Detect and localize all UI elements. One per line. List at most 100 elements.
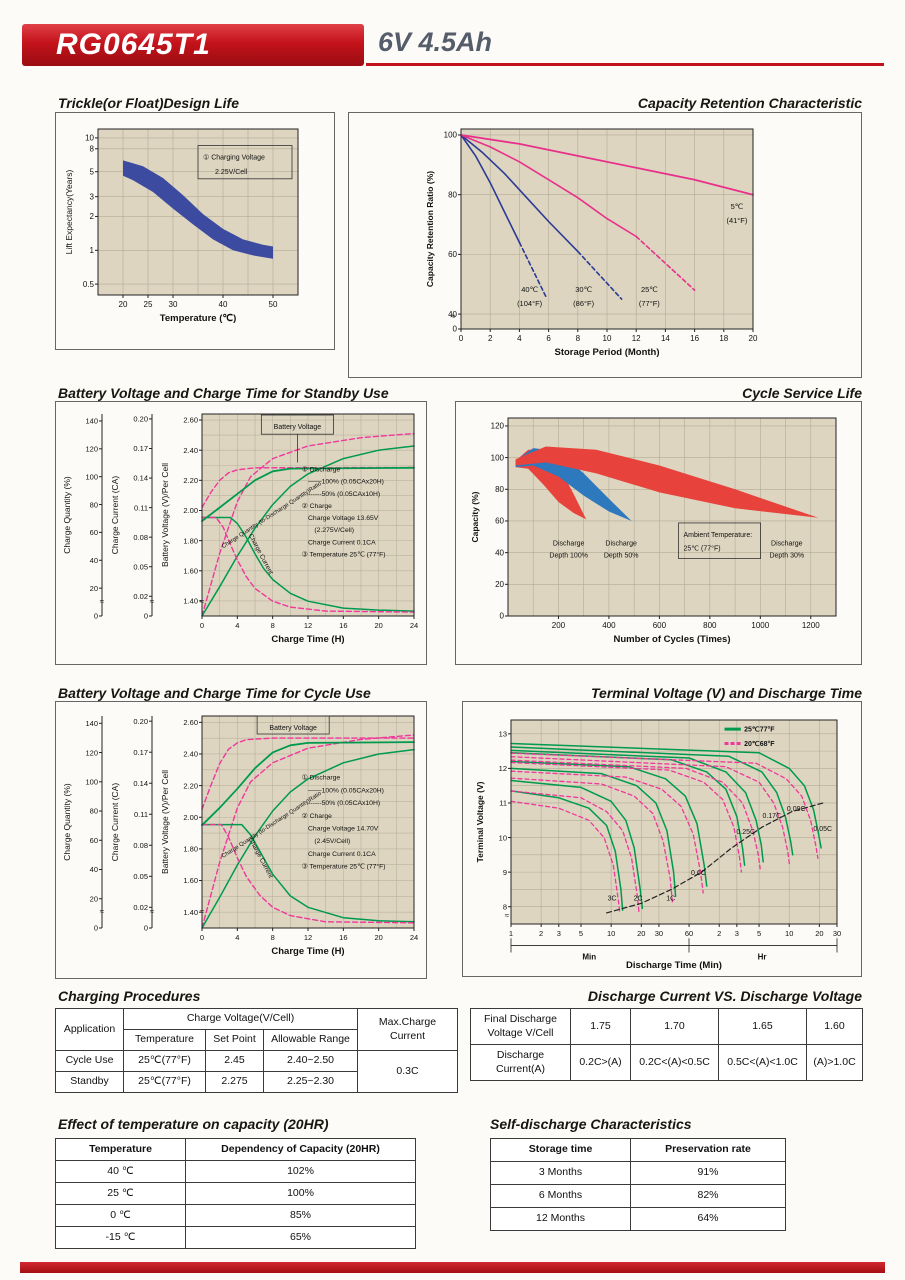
svg-text:0.5: 0.5 — [83, 280, 95, 289]
svg-text:5: 5 — [90, 167, 95, 176]
table-cell: 25℃(77°F) — [123, 1050, 206, 1072]
svg-text:40: 40 — [448, 310, 457, 319]
svg-text:0: 0 — [500, 612, 505, 621]
svg-text:≈: ≈ — [100, 597, 105, 606]
svg-text:0: 0 — [459, 334, 464, 343]
svg-text:Number of Cycles (Times): Number of Cycles (Times) — [613, 634, 730, 645]
svg-text:≈: ≈ — [451, 311, 456, 321]
table-cell: 2.275 — [205, 1071, 264, 1093]
svg-text:80: 80 — [495, 485, 504, 494]
design-life-panel: 20 25 30 40 50 10 8 5 3 2 1 0.5 Lift Expectancy(Year… — [55, 112, 335, 350]
footer-bar — [20, 1262, 885, 1273]
table-cell: 2.40~2.50 — [262, 1050, 359, 1072]
svg-text:120: 120 — [491, 422, 505, 431]
svg-text:60: 60 — [685, 929, 693, 938]
table-cell: 100% — [185, 1182, 416, 1205]
svg-text:2: 2 — [90, 212, 95, 221]
svg-text:(86°F): (86°F) — [573, 299, 594, 308]
svg-text:0.17: 0.17 — [133, 444, 148, 453]
svg-text:2.40: 2.40 — [183, 446, 198, 455]
table-cell: 64% — [630, 1207, 786, 1231]
table-cell: 65% — [185, 1226, 416, 1249]
table-cell: Allowable Range — [262, 1029, 359, 1051]
title-terminal: Terminal Voltage (V) and Discharge Time — [591, 685, 862, 701]
svg-text:Charge Current 0.1CA: Charge Current 0.1CA — [308, 851, 376, 858]
svg-text:Temperature (℃): Temperature (℃) — [160, 313, 236, 324]
svg-text:12: 12 — [499, 764, 507, 773]
svg-text:10: 10 — [785, 929, 793, 938]
svg-text:0: 0 — [200, 621, 204, 630]
table-cell: Max.Charge Current — [357, 1008, 459, 1051]
svg-text:Discharge Time (Min): Discharge Time (Min) — [626, 960, 722, 971]
svg-text:8: 8 — [271, 933, 275, 942]
title-standby: Battery Voltage and Charge Time for Stan… — [58, 385, 389, 401]
table-cell: 0 ℃ — [55, 1204, 186, 1227]
svg-text:4: 4 — [235, 933, 239, 942]
svg-text:0.11: 0.11 — [134, 503, 148, 512]
svg-text:1000: 1000 — [751, 621, 769, 630]
table-row: Standby 25℃(77°F) 2.275 2.25~2.30 — [55, 1071, 458, 1093]
svg-text:1.80: 1.80 — [183, 536, 198, 545]
svg-text:100: 100 — [85, 472, 98, 481]
svg-text:Charge Time (H): Charge Time (H) — [271, 634, 344, 645]
svg-text:60: 60 — [495, 517, 504, 526]
svg-text:2.25V/Cell: 2.25V/Cell — [215, 169, 248, 176]
svg-text:0.08: 0.08 — [133, 533, 148, 542]
svg-text:2: 2 — [539, 929, 543, 938]
svg-text:3C: 3C — [608, 896, 617, 903]
design-life-chart: 20 25 30 40 50 108 5 3 2 1 0.5 Lift Expectancy(Year… — [64, 128, 299, 324]
svg-text:Lift Expectancy(Years): Lift Expectancy(Years) — [64, 169, 74, 254]
title-self-discharge: Self-discharge Characteristics — [490, 1116, 692, 1132]
svg-text:Charge Voltage 13.65V: Charge Voltage 13.65V — [308, 515, 379, 522]
table-cell: 3 Months — [490, 1161, 631, 1185]
svg-text:② Charge: ② Charge — [302, 502, 332, 510]
svg-text:Ambient Temperature:: Ambient Temperature: — [683, 532, 752, 539]
svg-text:25℃: 25℃ — [641, 285, 658, 294]
table-cell: 82% — [630, 1184, 786, 1208]
table-cell: (A)>1.0C — [806, 1044, 863, 1081]
table-cell: 91% — [630, 1161, 786, 1185]
svg-text:80: 80 — [90, 807, 98, 816]
svg-text:20: 20 — [374, 933, 382, 942]
svg-text:0.02: 0.02 — [133, 903, 148, 912]
svg-text:Charge Quantity (%): Charge Quantity (%) — [62, 476, 72, 554]
svg-text:12: 12 — [632, 334, 641, 343]
svg-text:------50% (0.05CAx10H): ------50% (0.05CAx10H) — [308, 491, 380, 498]
svg-text:0.14: 0.14 — [133, 474, 148, 483]
temp-capacity-table: Temperature Dependency of Capacity (20HR)… — [55, 1138, 416, 1249]
table-cell: 0.2C>(A) — [570, 1044, 631, 1081]
svg-text:0.20: 0.20 — [133, 415, 148, 424]
svg-text:③ Temperature 25℃ (77°F): ③ Temperature 25℃ (77°F) — [302, 550, 386, 558]
svg-text:20: 20 — [815, 929, 823, 938]
table-row: Discharge Current(A) 0.2C>(A) 0.2C<(A)<0.5… — [470, 1044, 863, 1081]
terminal-voltage-panel: 1 2 3 5 10 20 30 60 2 3 5 10 20 30 13 12 11 10 9 8 Terminal … — [462, 701, 862, 977]
svg-text:2: 2 — [717, 929, 721, 938]
table-cell: 0.5C<(A)<1.0C — [718, 1044, 807, 1081]
svg-text:16: 16 — [339, 933, 347, 942]
table-cell: 85% — [185, 1204, 416, 1227]
svg-text:2.60: 2.60 — [183, 416, 198, 425]
svg-text:1: 1 — [509, 929, 513, 938]
svg-text:20: 20 — [637, 929, 645, 938]
svg-text:6: 6 — [546, 334, 551, 343]
svg-text:Capacity Retention Ratio (%): Capacity Retention Ratio (%) — [425, 171, 435, 287]
svg-text:0.6C: 0.6C — [691, 870, 706, 877]
cycle-life-chart: 200 400 600 800 1000 1200 0 20 40 60 80 100 120 Capac… — [470, 417, 837, 645]
svg-text:12: 12 — [304, 621, 312, 630]
table-cell: 40 ℃ — [55, 1160, 186, 1183]
svg-text:Battery Voltage (V)/Per Cell: Battery Voltage (V)/Per Cell — [160, 770, 170, 874]
svg-text:12: 12 — [304, 933, 312, 942]
discharge-voltage-table: Final Discharge Voltage V/Cell 1.75 1.70 1.… — [470, 1008, 863, 1081]
table-cell: 1.65 — [718, 1008, 807, 1045]
table-cell: Temperature — [55, 1138, 186, 1161]
svg-text:② Charge: ② Charge — [302, 812, 332, 820]
cycle-charge-panel: 0 4 8 12 16 20 24 140 120 100 80 60 40 20 0 Charge Quan… — [55, 701, 427, 979]
svg-text:30: 30 — [655, 929, 663, 938]
svg-text:2.00: 2.00 — [183, 813, 198, 822]
svg-text:2.40: 2.40 — [183, 750, 198, 759]
svg-text:16: 16 — [339, 621, 347, 630]
svg-text:1.80: 1.80 — [183, 845, 198, 854]
svg-text:20: 20 — [749, 334, 758, 343]
svg-text:Storage Period (Month): Storage Period (Month) — [554, 347, 659, 358]
svg-text:0.14: 0.14 — [133, 779, 148, 788]
